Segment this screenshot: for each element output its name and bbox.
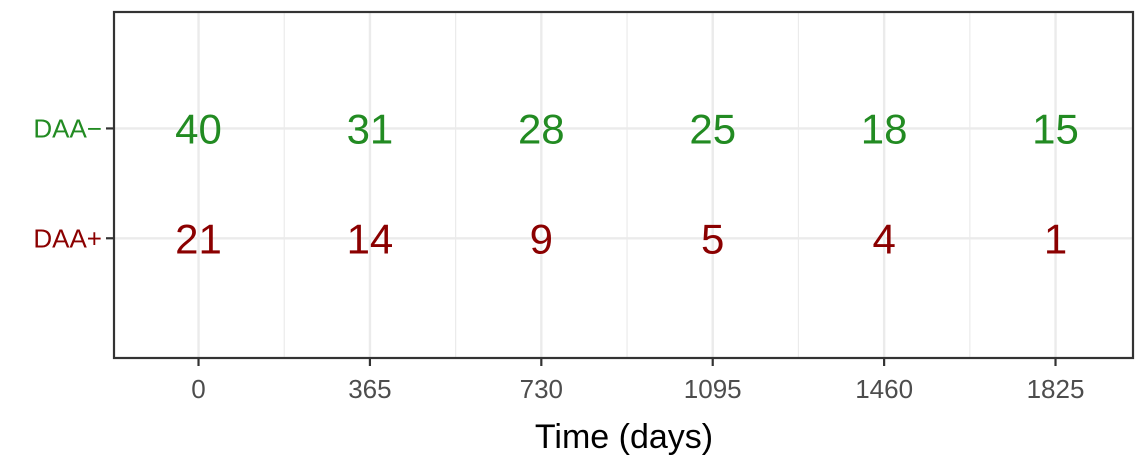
cell-value: 40 (175, 105, 222, 152)
panel-border (112, 10, 1135, 360)
major-grid (114, 12, 1133, 358)
x-tick-label: 730 (520, 374, 563, 404)
cell-value: 21 (175, 215, 222, 262)
cell-value: 28 (518, 105, 565, 152)
cell-value: 9 (530, 215, 553, 262)
y-axis: DAA− DAA+ (33, 113, 114, 253)
x-axis: 0 365 730 1095 1460 1825 (191, 358, 1084, 404)
y-tick-label: DAA− (33, 113, 102, 143)
cell-value: 14 (347, 215, 394, 262)
cell-value: 25 (689, 105, 736, 152)
x-axis-title: Time (days) (535, 418, 713, 456)
x-tick-label: 1460 (855, 374, 913, 404)
cell-values: 40 31 28 25 18 15 21 14 9 5 4 1 (175, 105, 1079, 262)
x-tick-label: 365 (348, 374, 391, 404)
cell-value: 5 (701, 215, 724, 262)
cell-value: 1 (1044, 215, 1067, 262)
cell-value: 4 (872, 215, 895, 262)
cell-value: 18 (861, 105, 908, 152)
cell-value: 31 (347, 105, 394, 152)
x-tick-label: 1825 (1027, 374, 1085, 404)
y-tick-label: DAA+ (33, 223, 102, 253)
x-tick-label: 1095 (684, 374, 742, 404)
cell-value: 15 (1032, 105, 1079, 152)
minor-grid (283, 12, 971, 358)
x-tick-label: 0 (191, 374, 205, 404)
